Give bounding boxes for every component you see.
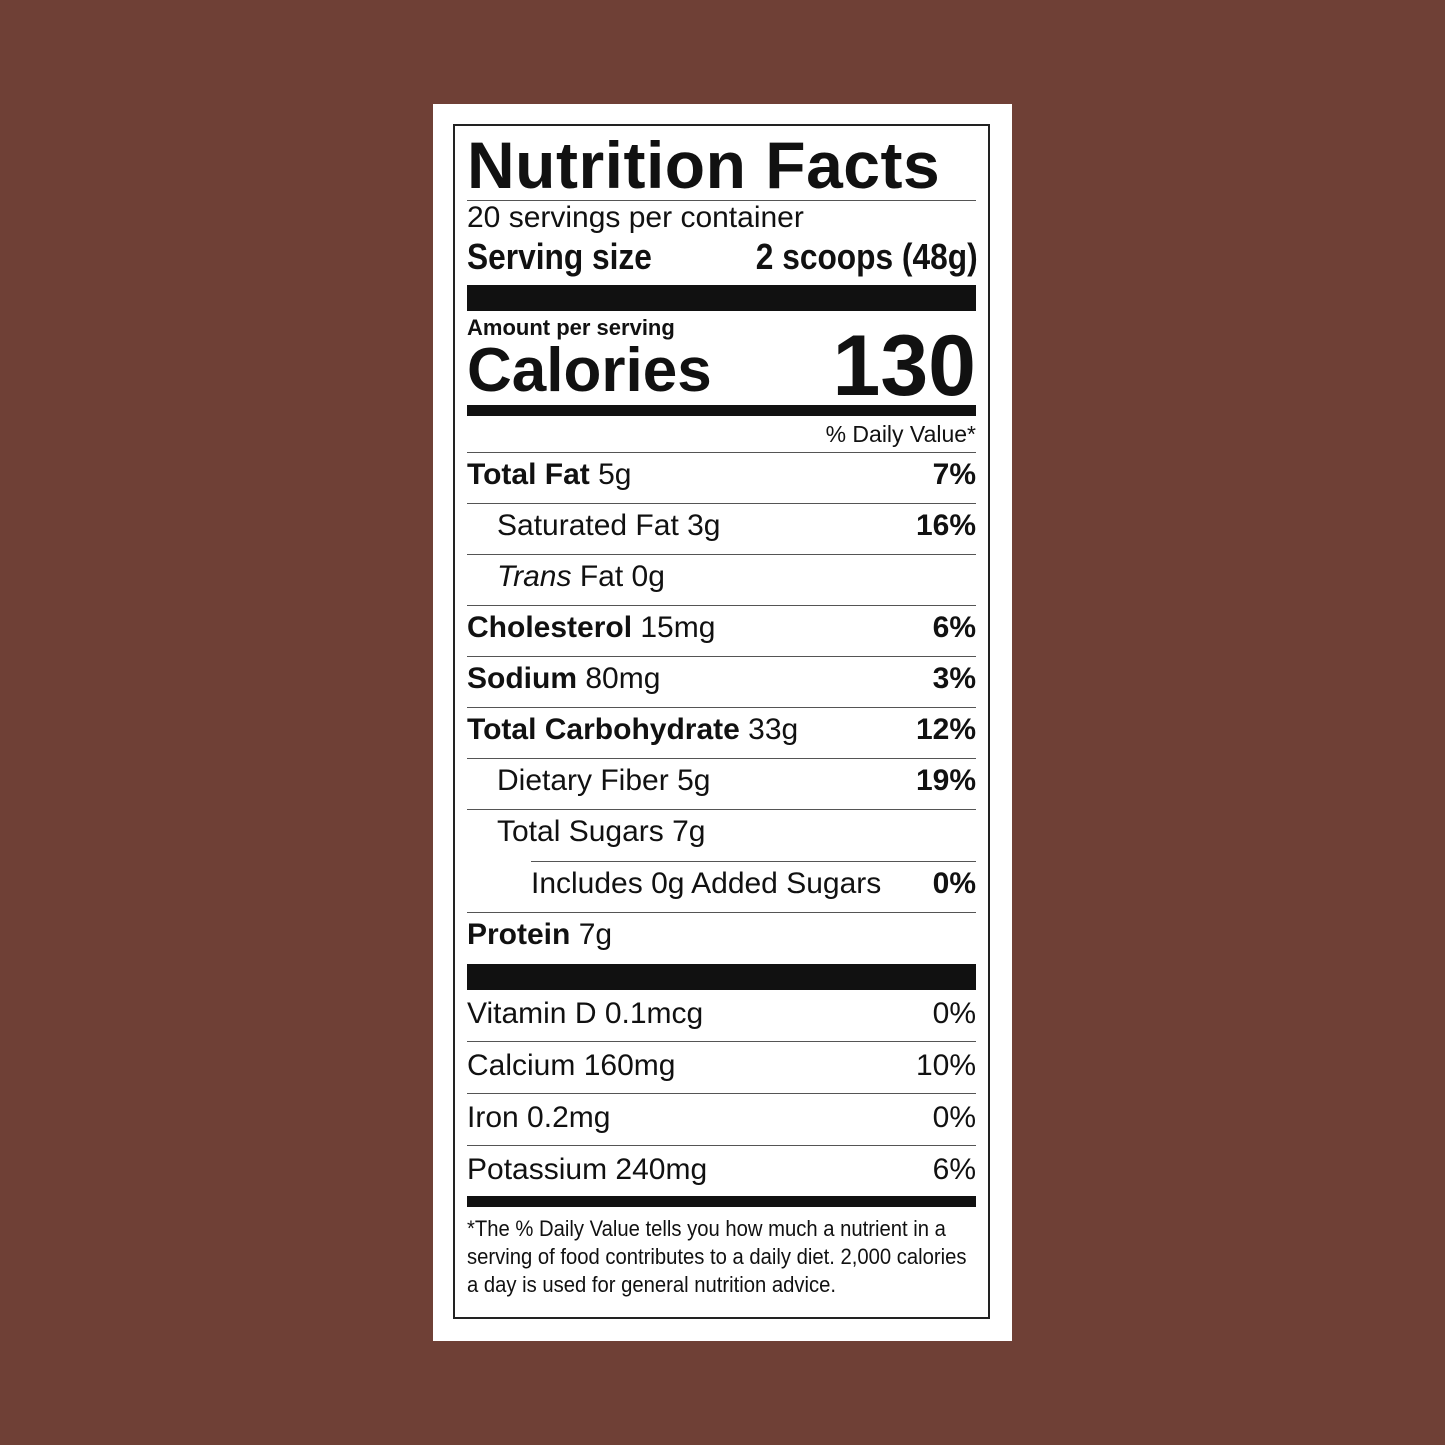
nutrient-row: Trans Fat 0g — [467, 555, 976, 606]
nutrient-row: Total Fat 5g 7% — [467, 453, 976, 504]
nutrient-row: Total Carbohydrate 33g 12% — [467, 708, 976, 759]
thick-divider — [467, 964, 976, 990]
nutrient-row: Saturated Fat 3g 16% — [467, 504, 976, 555]
nutrient-row: Cholesterol 15mg 6% — [467, 606, 976, 657]
thick-divider — [467, 285, 976, 311]
vitamin-row: Vitamin D 0.1mcg 0% — [467, 990, 976, 1042]
title: Nutrition Facts — [467, 130, 976, 201]
nutrient-row: Protein 7g — [467, 918, 613, 951]
nutrition-facts-label: Nutrition Facts 20 servings per containe… — [453, 124, 990, 1319]
daily-value-header: % Daily Value* — [467, 416, 976, 453]
divider — [531, 861, 976, 862]
serving-size: Serving size 2 scoops (48g) — [467, 235, 978, 279]
serving-size-value: 2 scoops (48g) — [755, 236, 978, 277]
calories-label: Calories — [467, 336, 712, 405]
vitamin-row: Iron 0.2mg 0% — [467, 1094, 976, 1146]
calories-row: Calories 130 — [467, 323, 976, 409]
vitamin-row: Calcium 160mg 10% — [467, 1042, 976, 1094]
nutrient-row: Total Sugars 7g — [497, 815, 706, 848]
footnote: *The % Daily Value tells you how much a … — [467, 1216, 967, 1297]
nutrient-row: Dietary Fiber 5g 19% — [467, 759, 976, 810]
calories-value: 130 — [832, 318, 977, 414]
medium-divider — [467, 405, 976, 416]
nutrition-card: Nutrition Facts 20 servings per containe… — [433, 104, 1012, 1341]
servings-per-container: 20 servings per container — [467, 201, 804, 234]
nutrient-row: Sodium 80mg 3% — [467, 657, 976, 708]
nutrient-row: Includes 0g Added Sugars 0% — [467, 862, 976, 913]
vitamin-row: Potassium 240mg 6% — [467, 1153, 976, 1186]
amount-per-serving: Amount per serving — [467, 315, 675, 340]
serving-size-label: Serving size — [467, 236, 652, 277]
medium-divider — [467, 1196, 976, 1207]
